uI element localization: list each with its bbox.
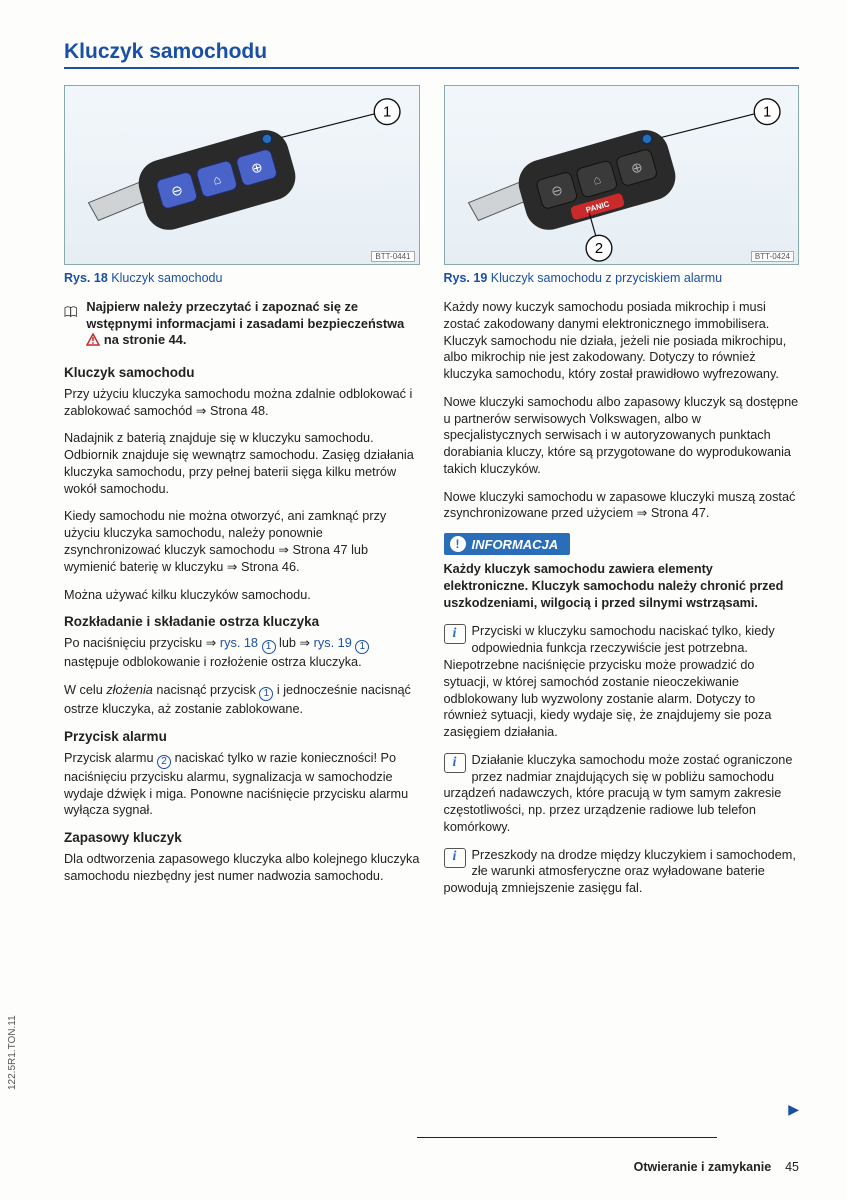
footer-rule: [417, 1137, 717, 1138]
continue-arrow-icon: ▶: [788, 1101, 799, 1118]
heading-rozkladanie: Rozkładanie i składanie ostrza kluczyka: [64, 614, 420, 629]
note-icon: i: [444, 624, 466, 644]
note-paragraph: i Przeszkody na drodze między kluczykiem…: [444, 847, 800, 897]
figure-18-caption: Rys. 18 Kluczyk samochodu: [64, 271, 420, 285]
figure-code: BTT-0441: [371, 251, 414, 262]
paragraph: Przy użyciu kluczyka samochodu można zda…: [64, 386, 420, 420]
intro-block: Najpierw należy przeczytać i zapoznać si…: [64, 299, 420, 351]
two-column-layout: ⊖ ⌂ ⊕ 1 BTT-0441 Rys. 18 Kluczyk samocho…: [64, 85, 799, 908]
figure-19: ⊖ ⌂ ⊕ PANIC 1 2 BTT-0424: [444, 85, 800, 265]
warning-icon: [86, 333, 100, 351]
paragraph: Nowe kluczyki samochodu albo zapasowy kl…: [444, 394, 800, 478]
paragraph: Można używać kilku kluczyków samochodu.: [64, 587, 420, 604]
right-column: ⊖ ⌂ ⊕ PANIC 1 2 BTT-0424: [444, 85, 800, 908]
info-box-header: ! INFORMACJA: [444, 533, 571, 555]
paragraph: Przycisk alarmu 2 naciskać tylko w razie…: [64, 750, 420, 819]
heading-alarm: Przycisk alarmu: [64, 729, 420, 744]
figure-18: ⊖ ⌂ ⊕ 1 BTT-0441: [64, 85, 420, 265]
info-box-body: Każdy kluczyk samochodu zawiera elementy…: [444, 561, 800, 611]
paragraph: W celu złożenia nacisnąć przycisk 1 i je…: [64, 682, 420, 718]
paragraph: Nadajnik z baterią znajduje się w kluczy…: [64, 430, 420, 497]
note-paragraph: i Działanie kluczyka samochodu może zost…: [444, 752, 800, 836]
info-icon: !: [450, 536, 466, 552]
page-title: Kluczyk samochodu: [64, 40, 799, 69]
left-column: ⊖ ⌂ ⊕ 1 BTT-0441 Rys. 18 Kluczyk samocho…: [64, 85, 420, 908]
paragraph: Każdy nowy kuczyk samochodu posiada mikr…: [444, 299, 800, 383]
print-code: 122.5R1.TON.11: [7, 1015, 18, 1090]
page-footer: Otwieranie i zamykanie 45: [634, 1160, 799, 1174]
note-icon: i: [444, 848, 466, 868]
note-icon: i: [444, 753, 466, 773]
heading-kluczyk: Kluczyk samochodu: [64, 365, 420, 380]
note-paragraph: i Przyciski w kluczyku samochodu naciska…: [444, 623, 800, 740]
svg-text:1: 1: [762, 105, 770, 121]
paragraph: Po naciśnięciu przycisku ⇒ rys. 18 1 lub…: [64, 635, 420, 671]
book-icon: [64, 299, 78, 325]
heading-zapasowy: Zapasowy kluczyk: [64, 830, 420, 845]
svg-text:1: 1: [383, 105, 391, 121]
figure-code: BTT-0424: [751, 251, 794, 262]
svg-text:2: 2: [594, 241, 602, 257]
paragraph: Kiedy samochodu nie można otworzyć, ani …: [64, 508, 420, 575]
figure-19-caption: Rys. 19 Kluczyk samochodu z przyciskiem …: [444, 271, 800, 285]
paragraph: Nowe kluczyki samochodu w zapasowe klucz…: [444, 489, 800, 523]
paragraph: Dla odtworzenia zapasowego kluczyka albo…: [64, 851, 420, 885]
